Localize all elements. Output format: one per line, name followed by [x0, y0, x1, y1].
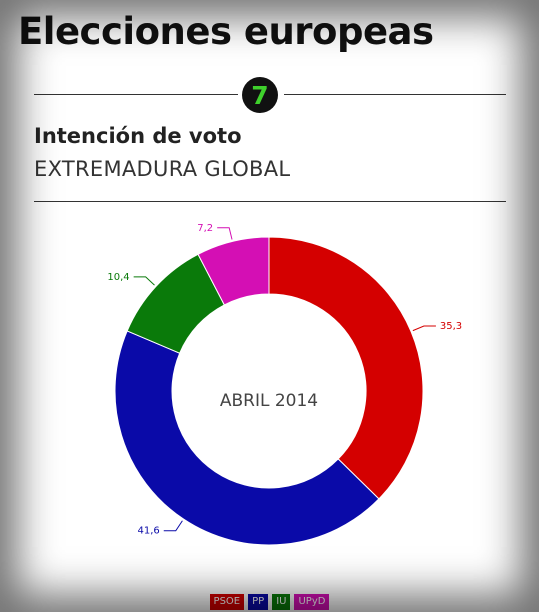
- data-label-psoe: 35,3: [440, 321, 462, 332]
- divider-bottom: [34, 201, 506, 202]
- center-label: ABRIL 2014: [220, 391, 318, 411]
- slice-pp: [114, 330, 380, 546]
- page-title: Elecciones europeas: [18, 10, 434, 53]
- legend-item-iu: IU: [272, 594, 291, 610]
- chart-legend: PSOE PP IU UPyD: [0, 594, 539, 610]
- value-labels: 35,3 41,6 10,4 7,2: [107, 223, 462, 537]
- slice-psoe: [268, 236, 424, 500]
- slice-upyd: [197, 236, 270, 306]
- divider-right: [284, 94, 506, 95]
- donut-chart: 35,3 41,6 10,4 7,2 ABRIL 2014: [107, 223, 462, 546]
- leader-lines: [133, 227, 436, 532]
- number-badge: 7: [242, 77, 278, 113]
- region-label: EXTREMADURA GLOBAL: [34, 157, 291, 181]
- legend-item-pp: PP: [248, 594, 269, 610]
- legend-item-psoe: PSOE: [209, 594, 245, 610]
- data-label-pp: 41,6: [137, 526, 159, 537]
- leader-line-pp: [163, 520, 183, 532]
- leader-line-iu: [133, 276, 155, 286]
- leader-line-upyd: [217, 227, 233, 240]
- donut-slices: [114, 236, 424, 546]
- data-label-iu: 10,4: [107, 272, 129, 283]
- divider-left: [34, 94, 238, 95]
- legend-item-upyd: UPyD: [294, 594, 330, 610]
- leader-line-psoe: [412, 325, 436, 332]
- data-label-upyd: 7,2: [197, 223, 213, 234]
- chart-subtitle: Intención de voto: [34, 124, 242, 148]
